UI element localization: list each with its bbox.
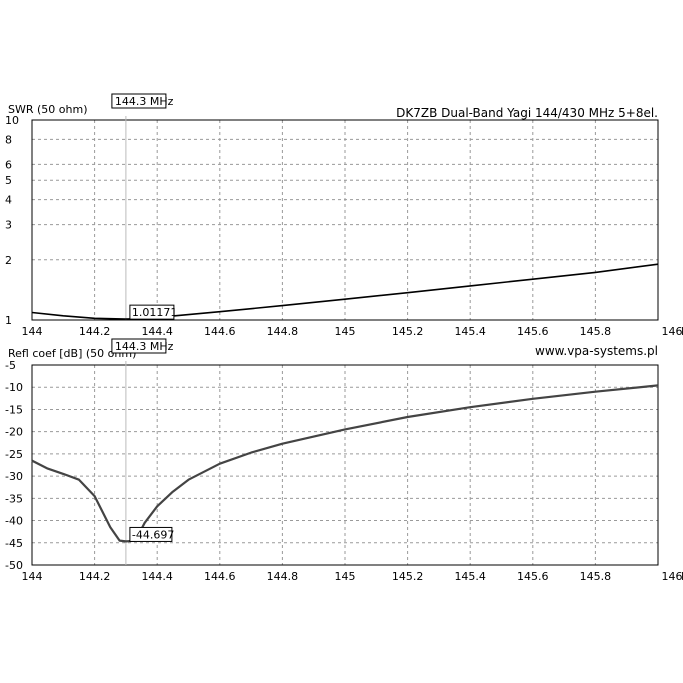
y-tick-label: -15 (5, 403, 23, 416)
marker-frequency-text: 144.3 MHz (115, 340, 174, 353)
series-line (31, 263, 659, 320)
y-axis-label: Refl coef [dB] (50 ohm) (8, 347, 136, 360)
x-tick-label: 145.6 (517, 325, 549, 338)
x-tick-label: 144.8 (267, 325, 299, 338)
y-tick-label: 3 (5, 219, 12, 232)
x-tick-label: 144.2 (79, 570, 111, 583)
marker-value-text: -44.697 (132, 528, 174, 541)
y-tick-label: 1 (5, 314, 12, 327)
y-tick-label: -35 (5, 492, 23, 505)
x-axis-label: MH (681, 325, 683, 338)
x-tick-label: 145.2 (392, 570, 424, 583)
y-tick-label: -5 (5, 359, 16, 372)
marker-value-label: 1.01171 (129, 304, 178, 320)
x-tick-label: 144.6 (204, 325, 236, 338)
y-tick-label: -10 (5, 381, 23, 394)
marker-value-box (129, 304, 175, 320)
chart-title: www.vpa-systems.pl (535, 344, 658, 358)
series-line (31, 384, 659, 543)
y-tick-label: 8 (5, 133, 12, 146)
x-tick-label: 145.4 (454, 325, 486, 338)
x-tick-label: 145.8 (580, 570, 612, 583)
x-tick-label: 145 (335, 325, 356, 338)
marker-frequency-text: 144.3 MHz (115, 95, 174, 108)
x-tick-label: 145.8 (580, 325, 612, 338)
y-tick-label: 6 (5, 158, 12, 171)
y-tick-label: -45 (5, 537, 23, 550)
y-tick-label: 10 (5, 114, 19, 127)
marker-frequency-box (111, 93, 167, 109)
y-tick-label: -20 (5, 426, 23, 439)
y-tick-label: -25 (5, 448, 23, 461)
y-axis-label: SWR (50 ohm) (8, 103, 88, 116)
x-tick-label: 144.8 (267, 570, 299, 583)
plot-frame (31, 119, 659, 321)
y-tick-label: 4 (5, 194, 12, 207)
chart-title: DK7ZB Dual-Band Yagi 144/430 MHz 5+8el. (396, 106, 658, 120)
x-tick-label: 145 (335, 570, 356, 583)
marker-frequency-box (111, 338, 167, 354)
x-tick-label: 145.4 (454, 570, 486, 583)
x-tick-label: 144 (22, 325, 43, 338)
x-tick-label: 144.6 (204, 570, 236, 583)
marker-value-label: -44.697 (129, 526, 174, 542)
marker-value-box (129, 526, 173, 542)
swr-panel: 144 144.2 144.4 144.6 144.8 145 145.2 145.4 145.… (5, 93, 683, 338)
x-tick-label: 144.4 (141, 570, 173, 583)
x-tick-label: 144.2 (79, 325, 111, 338)
plot-frame (31, 364, 659, 566)
x-tick-label: 145.2 (392, 325, 424, 338)
marker-frequency-label: 144.3 MHz (111, 338, 174, 354)
x-tick-label: 144 (22, 570, 43, 583)
y-tick-label: -50 (5, 559, 23, 572)
y-tick-label: -40 (5, 515, 23, 528)
marker-value-text: 1.01171 (132, 306, 178, 319)
x-axis-label: MH (681, 570, 683, 583)
marker-frequency-label: 144.3 MHz (111, 93, 174, 109)
reflection-panel: 144 144.2 144.4 144.6 144.8 145 145.2 145.4 145.… (5, 338, 683, 583)
x-tick-label: 146 (662, 325, 683, 338)
x-tick-label: 144.4 (141, 325, 173, 338)
y-tick-label: -30 (5, 470, 23, 483)
y-tick-label: 5 (5, 174, 12, 187)
x-tick-label: 146 (662, 570, 683, 583)
x-tick-label: 145.6 (517, 570, 549, 583)
y-tick-label: 2 (5, 254, 12, 267)
